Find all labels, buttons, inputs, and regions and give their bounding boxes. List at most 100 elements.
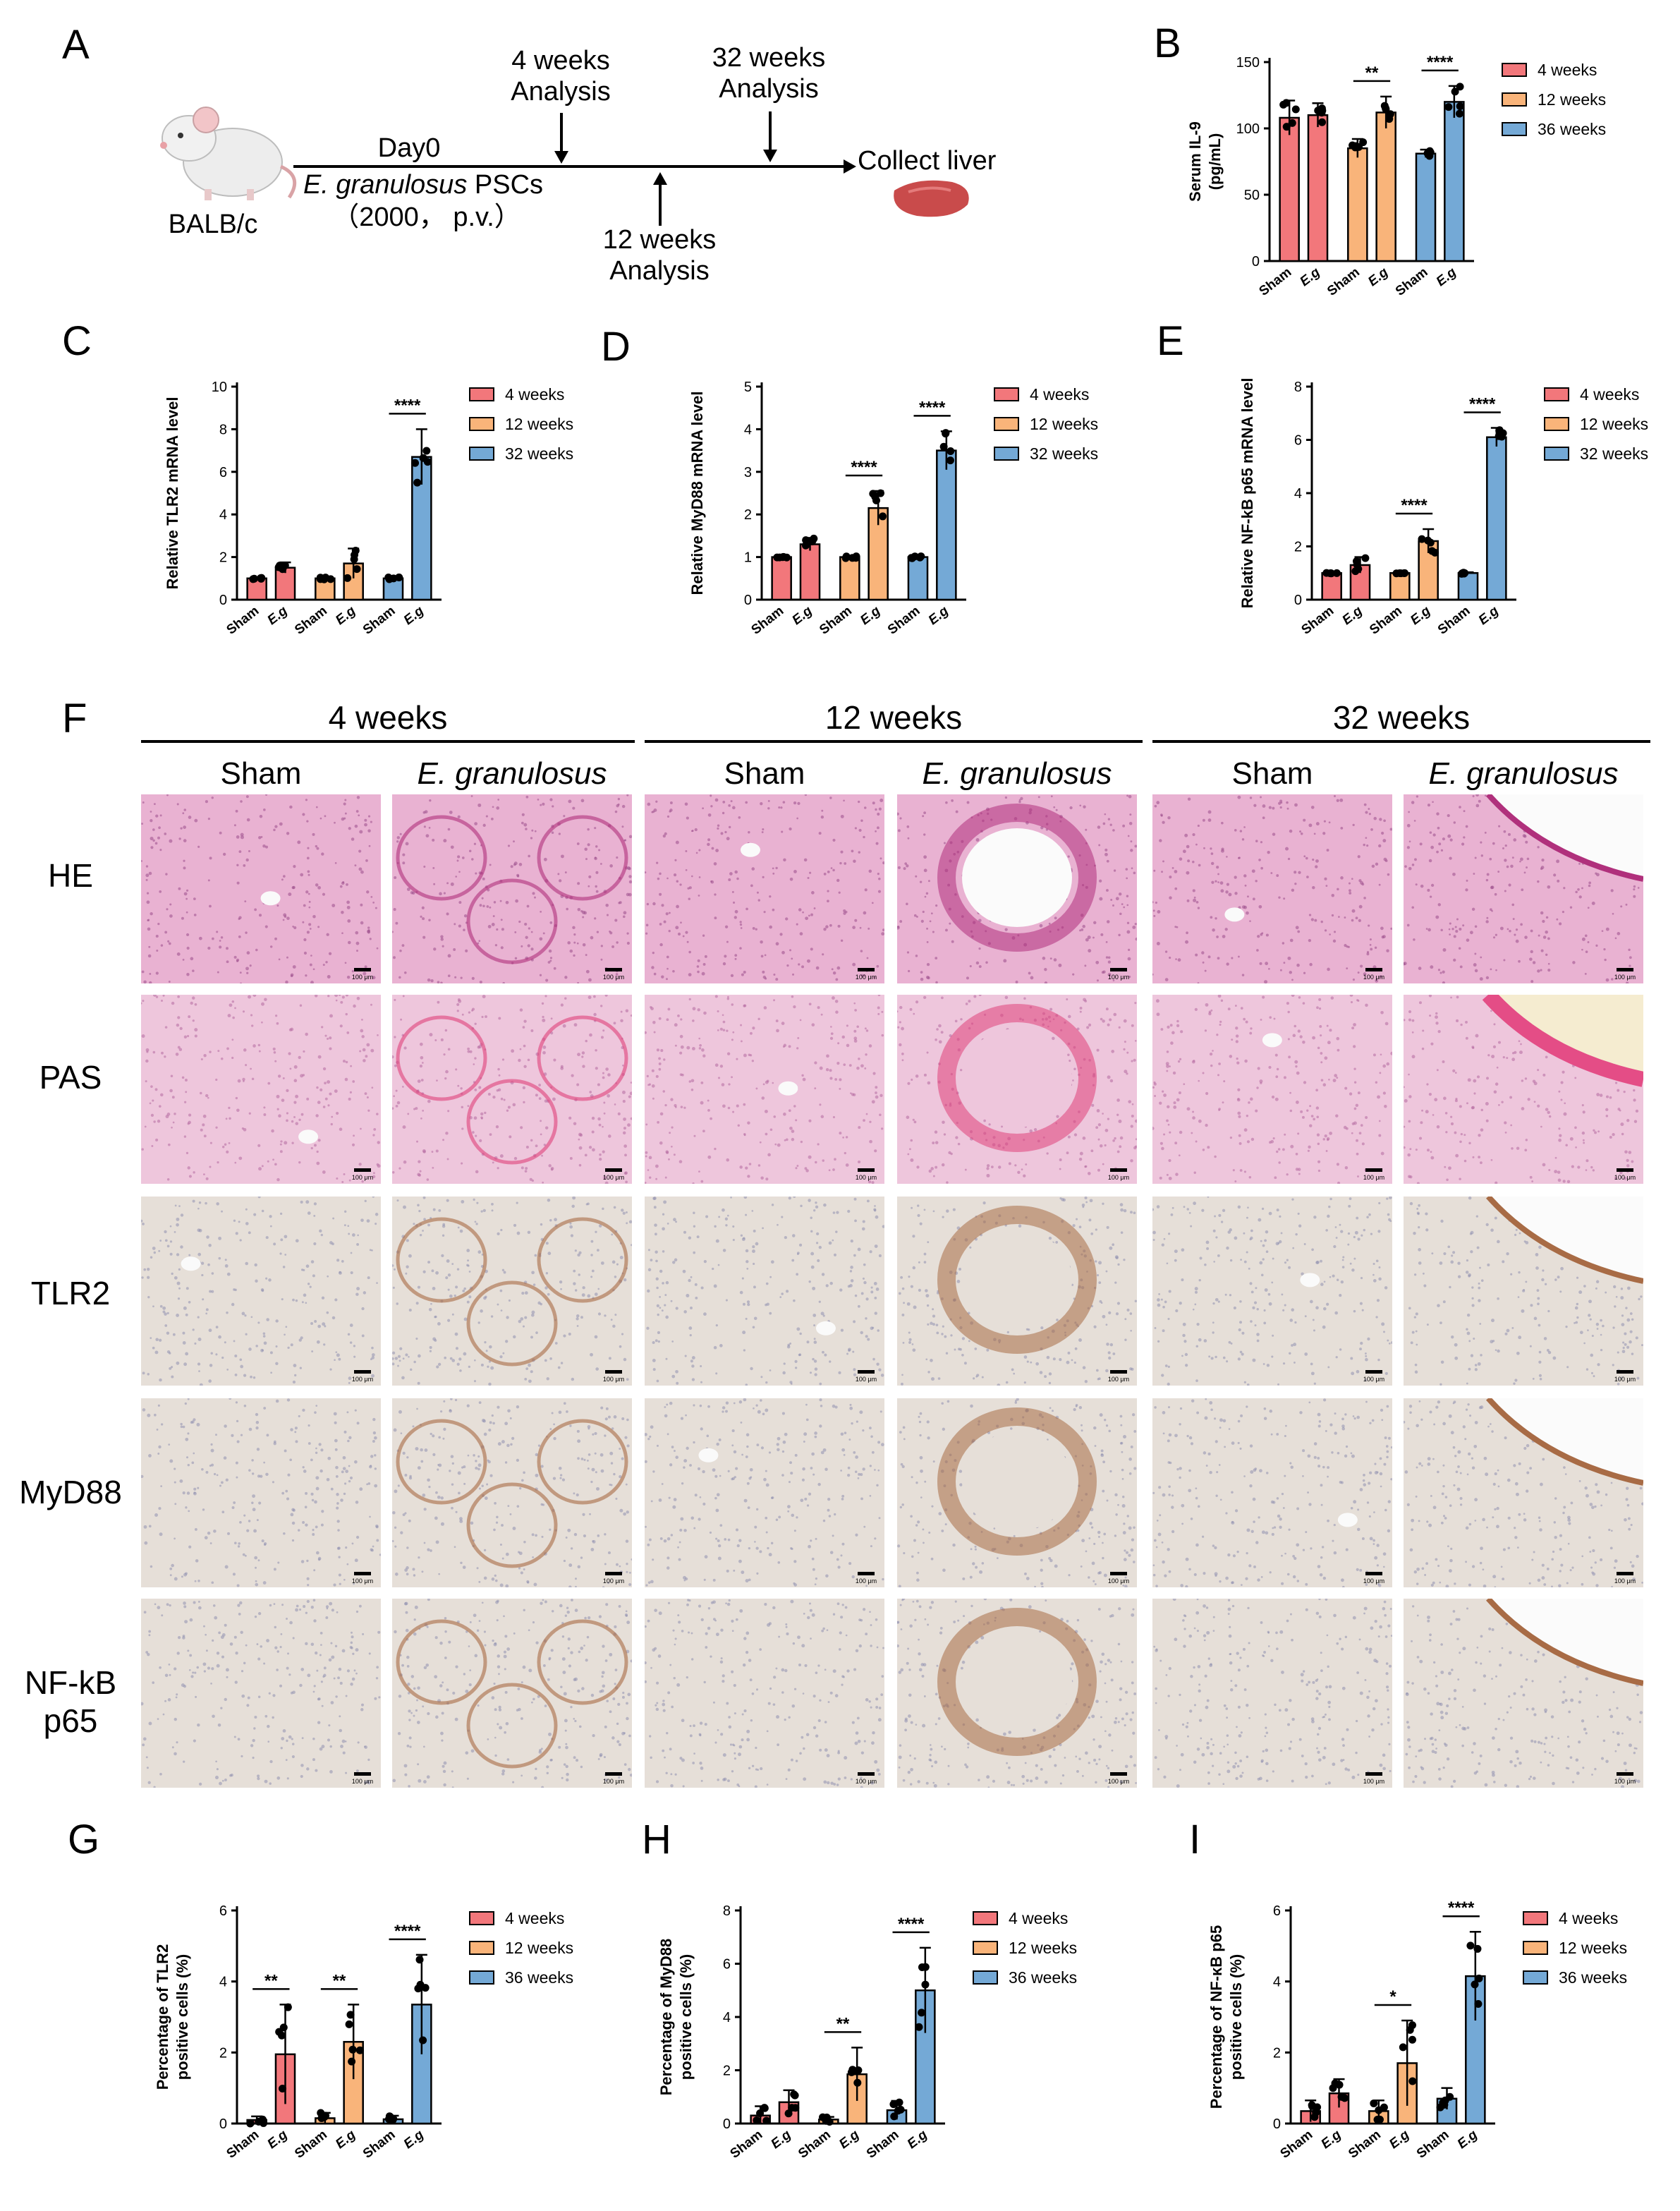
tissue-background — [1152, 1197, 1392, 1386]
nucleus-dot — [188, 816, 192, 819]
chart-c-bar — [382, 577, 404, 601]
nucleus-dot — [422, 1062, 424, 1064]
nucleus-dot — [1166, 1173, 1169, 1176]
nucleus-dot — [688, 1326, 693, 1330]
nucleus-dot — [169, 903, 172, 906]
chart-i-ytick-label: 2 — [1273, 2045, 1281, 2061]
nucleus-dot — [646, 1074, 649, 1078]
nucleus-dot — [492, 1095, 496, 1099]
nucleus-dot — [879, 1113, 882, 1117]
nucleus-dot — [1131, 867, 1133, 870]
nucleus-dot — [602, 1150, 605, 1153]
nucleus-dot — [1571, 1165, 1574, 1168]
nucleus-dot — [1167, 816, 1171, 820]
chart-d-ytick-label: 3 — [744, 465, 752, 480]
nucleus-dot — [353, 1004, 356, 1008]
nucleus-dot — [317, 1324, 322, 1328]
nucleus-dot — [264, 925, 268, 928]
nucleus-dot — [843, 799, 845, 802]
nucleus-dot — [143, 1268, 147, 1271]
nucleus-dot — [375, 1213, 379, 1216]
nucleus-dot — [1465, 1036, 1468, 1040]
nucleus-dot — [670, 1098, 674, 1101]
nucleus-dot — [286, 1119, 288, 1122]
nucleus-dot — [673, 1218, 676, 1222]
nucleus-dot — [1252, 897, 1255, 901]
nucleus-dot — [669, 801, 673, 804]
nucleus-dot — [774, 1143, 777, 1146]
nucleus-dot — [1084, 1197, 1088, 1200]
nucleus-dot — [899, 1005, 903, 1010]
nucleus-dot — [1023, 997, 1026, 1000]
nucleus-dot — [614, 919, 618, 922]
nucleus-dot — [1004, 928, 1008, 931]
nucleus-dot — [748, 1053, 751, 1056]
nucleus-dot — [471, 858, 474, 861]
nucleus-dot — [1637, 887, 1640, 889]
nucleus-dot — [1072, 1224, 1076, 1228]
nucleus-dot — [1104, 848, 1108, 852]
nucleus-dot — [1198, 1338, 1202, 1342]
nucleus-dot — [1212, 1229, 1216, 1232]
chart-c-category-label: Sham — [224, 603, 262, 637]
nucleus-dot — [240, 1364, 244, 1369]
nucleus-dot — [713, 1345, 717, 1350]
nucleus-dot — [663, 1200, 667, 1204]
nucleus-dot — [1192, 1116, 1195, 1120]
nucleus-dot — [845, 1136, 848, 1139]
nucleus-dot — [1175, 1309, 1179, 1313]
nucleus-dot — [1631, 1160, 1634, 1163]
nucleus-dot — [436, 1079, 438, 1082]
nucleus-dot — [1236, 1061, 1240, 1065]
nucleus-dot — [458, 871, 461, 873]
nucleus-dot — [309, 1285, 312, 1288]
nucleus-dot — [164, 832, 167, 835]
nucleus-dot — [869, 1120, 872, 1123]
chart-b-point — [1382, 104, 1390, 112]
nucleus-dot — [801, 1074, 804, 1077]
nucleus-dot — [1604, 958, 1607, 962]
nucleus-dot — [1286, 807, 1289, 810]
nucleus-dot — [1055, 808, 1058, 811]
nucleus-dot — [1306, 876, 1309, 878]
nucleus-dot — [655, 1164, 659, 1168]
nucleus-dot — [960, 1018, 963, 1021]
chart-e-bar — [1486, 436, 1507, 601]
nucleus-dot — [534, 896, 536, 899]
nucleus-dot — [1204, 969, 1207, 972]
nucleus-dot — [1239, 1321, 1243, 1324]
nucleus-dot — [671, 1340, 674, 1343]
nucleus-dot — [796, 1273, 799, 1276]
nucleus-dot — [813, 1359, 817, 1363]
nucleus-dot — [530, 1370, 533, 1374]
nucleus-dot — [1089, 1199, 1093, 1203]
nucleus-dot — [1210, 1009, 1213, 1012]
nucleus-dot — [180, 1245, 183, 1249]
nucleus-dot — [717, 1264, 720, 1266]
nucleus-dot — [402, 1357, 405, 1360]
nucleus-dot — [1197, 982, 1200, 983]
nucleus-dot — [1436, 812, 1439, 816]
nucleus-dot — [719, 1065, 724, 1068]
nucleus-dot — [578, 1273, 580, 1276]
nucleus-dot — [743, 1197, 748, 1199]
nucleus-dot — [537, 1301, 541, 1305]
nucleus-dot — [850, 1092, 852, 1094]
nucleus-dot — [602, 1207, 604, 1211]
chart-d-bar — [771, 556, 792, 601]
nucleus-dot — [943, 842, 946, 844]
nucleus-dot — [823, 928, 827, 931]
nucleus-dot — [1171, 1031, 1175, 1035]
nucleus-dot — [1315, 859, 1319, 863]
nucleus-dot — [1192, 832, 1195, 837]
chart-d-sig-label: **** — [851, 458, 877, 477]
nucleus-dot — [651, 811, 654, 813]
nucleus-dot — [1436, 1069, 1439, 1072]
nucleus-dot — [183, 859, 185, 862]
nucleus-dot — [1612, 1132, 1615, 1137]
nucleus-dot — [490, 1315, 494, 1318]
nucleus-dot — [782, 1371, 786, 1375]
nucleus-dot — [1133, 1146, 1137, 1150]
nucleus-dot — [192, 996, 195, 1000]
nucleus-dot — [1356, 1216, 1359, 1220]
